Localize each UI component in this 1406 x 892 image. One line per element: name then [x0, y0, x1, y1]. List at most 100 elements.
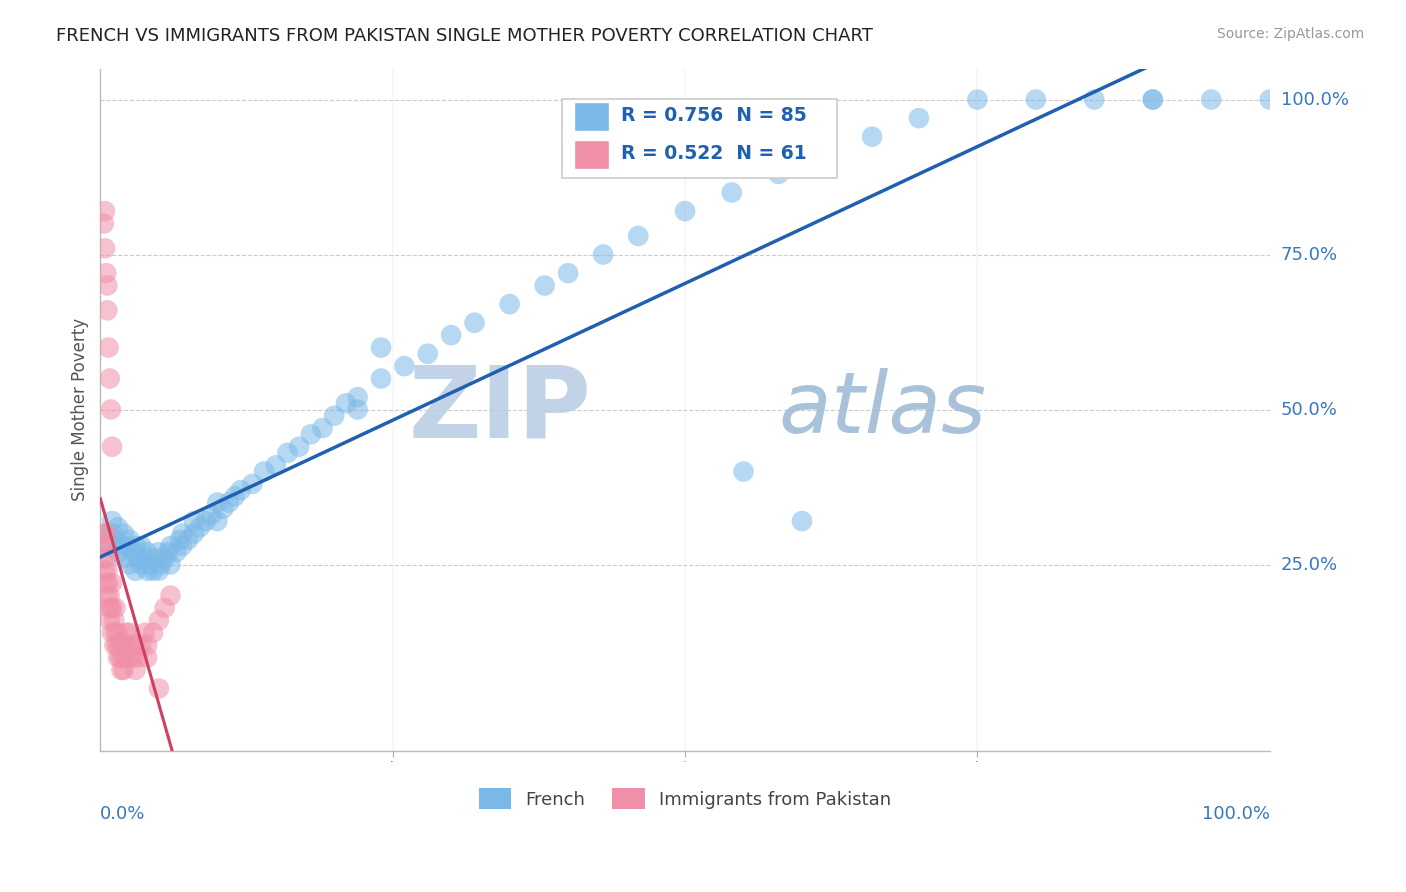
- Point: [169, 533, 191, 547]
- Point: [108, 638, 131, 652]
- Point: [107, 625, 129, 640]
- Point: [229, 483, 252, 497]
- Point: [118, 625, 141, 640]
- Point: [159, 539, 181, 553]
- Point: [1083, 93, 1105, 107]
- Text: atlas: atlas: [779, 368, 987, 451]
- Point: [101, 526, 124, 541]
- Point: [498, 297, 520, 311]
- Point: [100, 601, 122, 615]
- Point: [94, 564, 117, 578]
- Point: [112, 663, 135, 677]
- Point: [103, 638, 125, 652]
- Point: [97, 576, 120, 591]
- Text: ZIP: ZIP: [409, 361, 592, 458]
- Point: [122, 545, 145, 559]
- Point: [335, 396, 357, 410]
- Point: [346, 402, 368, 417]
- Point: [94, 241, 117, 255]
- Point: [110, 638, 132, 652]
- Point: [101, 625, 124, 640]
- Point: [1258, 93, 1281, 107]
- Text: 100.0%: 100.0%: [1281, 90, 1348, 109]
- FancyBboxPatch shape: [562, 99, 837, 178]
- Point: [96, 526, 118, 541]
- Point: [94, 204, 117, 219]
- Point: [240, 477, 263, 491]
- Point: [115, 539, 138, 553]
- Point: [118, 533, 141, 547]
- Point: [153, 601, 176, 615]
- Point: [1142, 93, 1164, 107]
- Point: [733, 465, 755, 479]
- Point: [101, 440, 124, 454]
- Point: [136, 545, 159, 559]
- Point: [768, 167, 790, 181]
- Point: [207, 514, 229, 528]
- Point: [134, 551, 156, 566]
- Point: [98, 371, 121, 385]
- Legend: French, Immigrants from Pakistan: French, Immigrants from Pakistan: [471, 781, 898, 816]
- Point: [124, 564, 146, 578]
- Point: [145, 551, 167, 566]
- Point: [150, 558, 173, 572]
- Point: [142, 564, 165, 578]
- Point: [165, 545, 187, 559]
- Text: 100.0%: 100.0%: [1202, 805, 1270, 823]
- Point: [188, 520, 211, 534]
- Point: [346, 390, 368, 404]
- Point: [105, 638, 128, 652]
- Point: [148, 545, 170, 559]
- Point: [673, 204, 696, 219]
- Point: [323, 409, 346, 423]
- Point: [136, 638, 159, 652]
- Bar: [574, 102, 609, 130]
- Point: [107, 520, 129, 534]
- Point: [212, 501, 235, 516]
- Point: [966, 93, 988, 107]
- Point: [98, 539, 121, 553]
- Point: [96, 576, 118, 591]
- Point: [122, 650, 145, 665]
- Point: [172, 539, 194, 553]
- Point: [299, 427, 322, 442]
- Point: [276, 446, 298, 460]
- Point: [814, 148, 837, 162]
- Point: [1142, 93, 1164, 107]
- Point: [720, 186, 742, 200]
- Point: [97, 341, 120, 355]
- Point: [115, 625, 138, 640]
- Point: [440, 328, 463, 343]
- Point: [1199, 93, 1222, 107]
- Point: [138, 558, 160, 572]
- Point: [110, 650, 132, 665]
- Point: [107, 545, 129, 559]
- Point: [533, 278, 555, 293]
- Point: [148, 564, 170, 578]
- Point: [96, 589, 118, 603]
- Point: [124, 539, 146, 553]
- Point: [224, 489, 246, 503]
- Bar: [574, 140, 609, 169]
- Point: [148, 681, 170, 696]
- Y-axis label: Single Mother Poverty: Single Mother Poverty: [72, 318, 89, 501]
- Point: [172, 526, 194, 541]
- Point: [96, 551, 118, 566]
- Point: [627, 228, 650, 243]
- Text: 75.0%: 75.0%: [1281, 245, 1339, 263]
- Point: [110, 539, 132, 553]
- Point: [98, 589, 121, 603]
- Point: [96, 266, 118, 280]
- Point: [129, 638, 152, 652]
- Point: [370, 371, 392, 385]
- Point: [93, 551, 115, 566]
- Point: [592, 247, 614, 261]
- Point: [416, 347, 439, 361]
- Point: [253, 465, 276, 479]
- Point: [118, 558, 141, 572]
- Point: [100, 402, 122, 417]
- Point: [194, 514, 217, 528]
- Point: [311, 421, 333, 435]
- Point: [94, 539, 117, 553]
- Point: [96, 278, 118, 293]
